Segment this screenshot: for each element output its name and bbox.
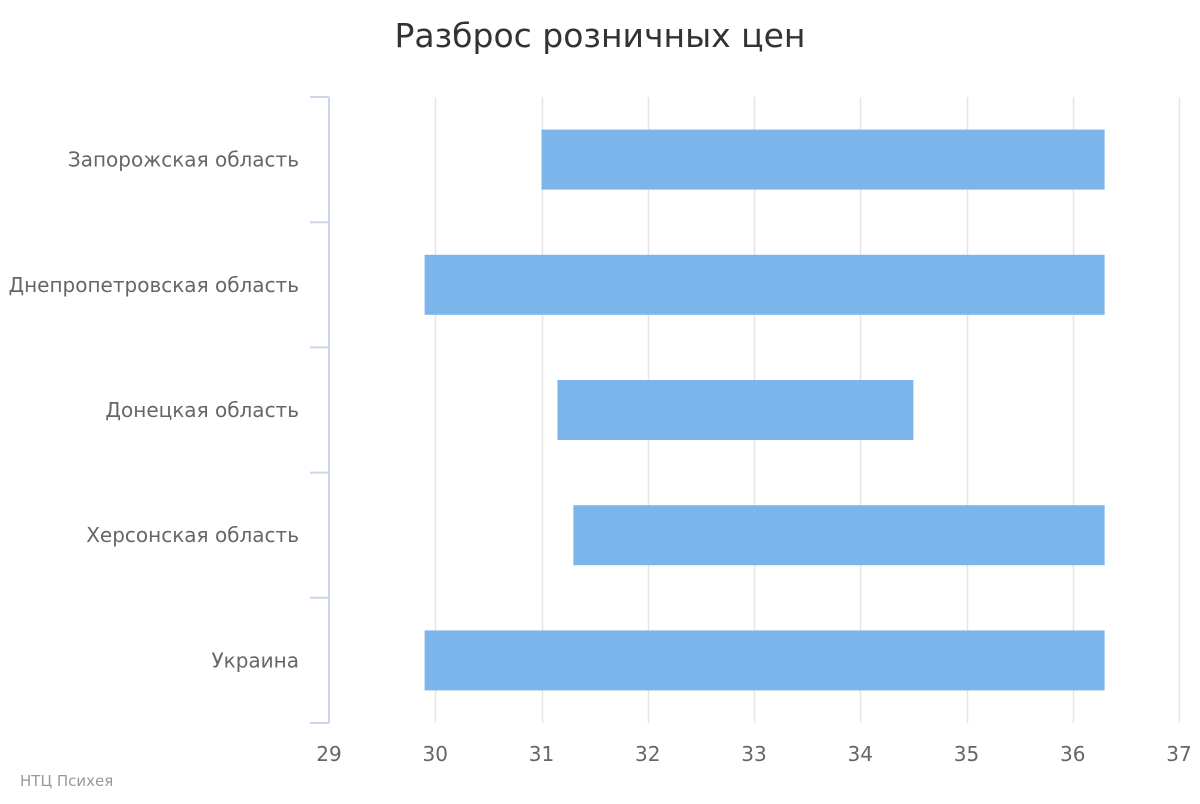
range-bar[interactable] [424, 254, 1105, 315]
x-tick-label: 37 [1166, 742, 1191, 766]
x-tick-label: 34 [848, 742, 873, 766]
range-bar[interactable] [573, 505, 1105, 566]
category-label: Запорожская область [68, 148, 299, 172]
category-label: Херсонская область [86, 523, 299, 547]
category-label: Донецкая область [105, 398, 299, 422]
x-tick-label: 35 [954, 742, 979, 766]
category-label: Днепропетровская область [8, 273, 299, 297]
category-label: Украина [211, 648, 299, 672]
range-bar[interactable] [557, 380, 914, 440]
range-bar[interactable] [541, 129, 1105, 190]
x-tick-label: 33 [741, 742, 766, 766]
x-tick-label: 31 [529, 742, 554, 766]
x-tick-label: 36 [1060, 742, 1085, 766]
x-tick-label: 32 [635, 742, 660, 766]
x-tick-label: 29 [316, 742, 341, 766]
range-bar[interactable] [424, 630, 1105, 691]
chart-title: Разброс розничных цен [395, 16, 806, 55]
credits-label[interactable]: НТЦ Психея [20, 772, 114, 790]
x-tick-label: 30 [423, 742, 448, 766]
